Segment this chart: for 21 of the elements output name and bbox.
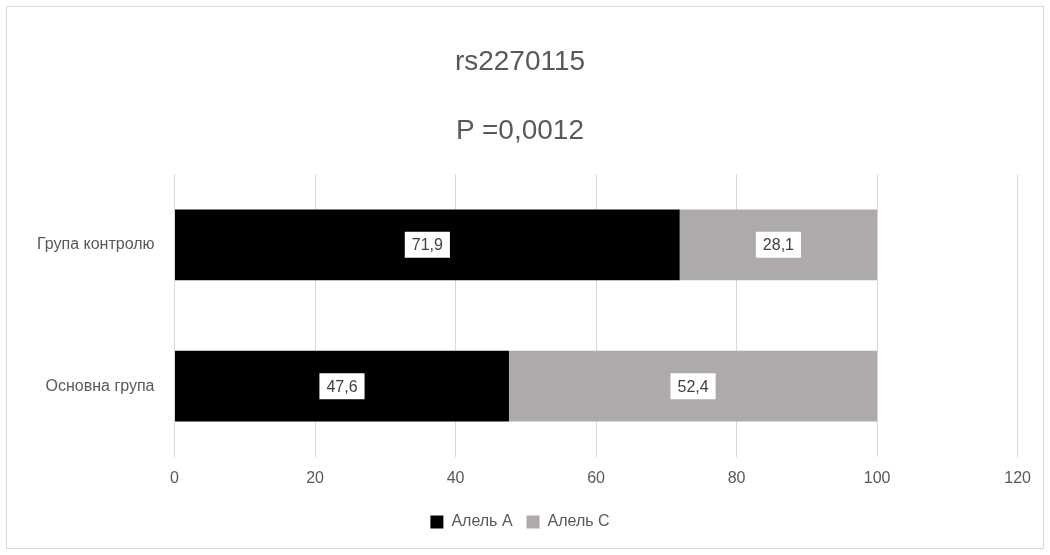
data-label: 28,1	[762, 236, 795, 254]
chart-title: rs2270115	[454, 44, 586, 76]
data-label: 47,6	[326, 377, 358, 395]
y-tick-label: Група контролю	[37, 235, 155, 253]
data-label: 71,9	[411, 236, 444, 254]
bar	[508, 350, 878, 422]
x-tick-label: 60	[587, 468, 606, 486]
data-label: 52,4	[677, 377, 709, 395]
x-tick-label: 40	[446, 468, 465, 486]
x-tick-label: 20	[306, 468, 325, 486]
x-tick-label: 120	[1004, 468, 1032, 486]
x-tick-label: 80	[727, 468, 746, 486]
x-tick-label: 100	[863, 468, 891, 486]
legend-label: Алель А	[451, 512, 513, 530]
chart-subtitle: P =0,0012	[456, 114, 584, 146]
legend-label: Алель С	[547, 512, 610, 530]
bar	[175, 209, 680, 281]
x-tick-label: 0	[170, 468, 180, 486]
bar	[175, 350, 509, 422]
y-tick-label: Основна група	[45, 376, 155, 394]
bar	[679, 209, 878, 281]
